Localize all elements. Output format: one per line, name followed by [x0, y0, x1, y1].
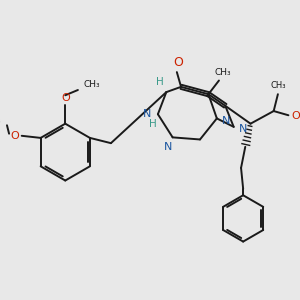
Text: N: N [164, 142, 172, 152]
Text: CH₃: CH₃ [0, 116, 1, 124]
Text: CH₃: CH₃ [83, 80, 100, 89]
Text: CH₃: CH₃ [215, 68, 232, 76]
Text: O: O [292, 111, 300, 121]
Text: N: N [143, 109, 152, 119]
Text: O: O [10, 131, 19, 141]
Text: O: O [61, 93, 70, 103]
Text: H: H [156, 76, 164, 87]
Text: H: H [149, 119, 157, 129]
Text: CH₃: CH₃ [270, 81, 286, 90]
Text: N: N [239, 124, 247, 134]
Text: N: N [222, 116, 230, 125]
Text: O: O [173, 56, 183, 69]
